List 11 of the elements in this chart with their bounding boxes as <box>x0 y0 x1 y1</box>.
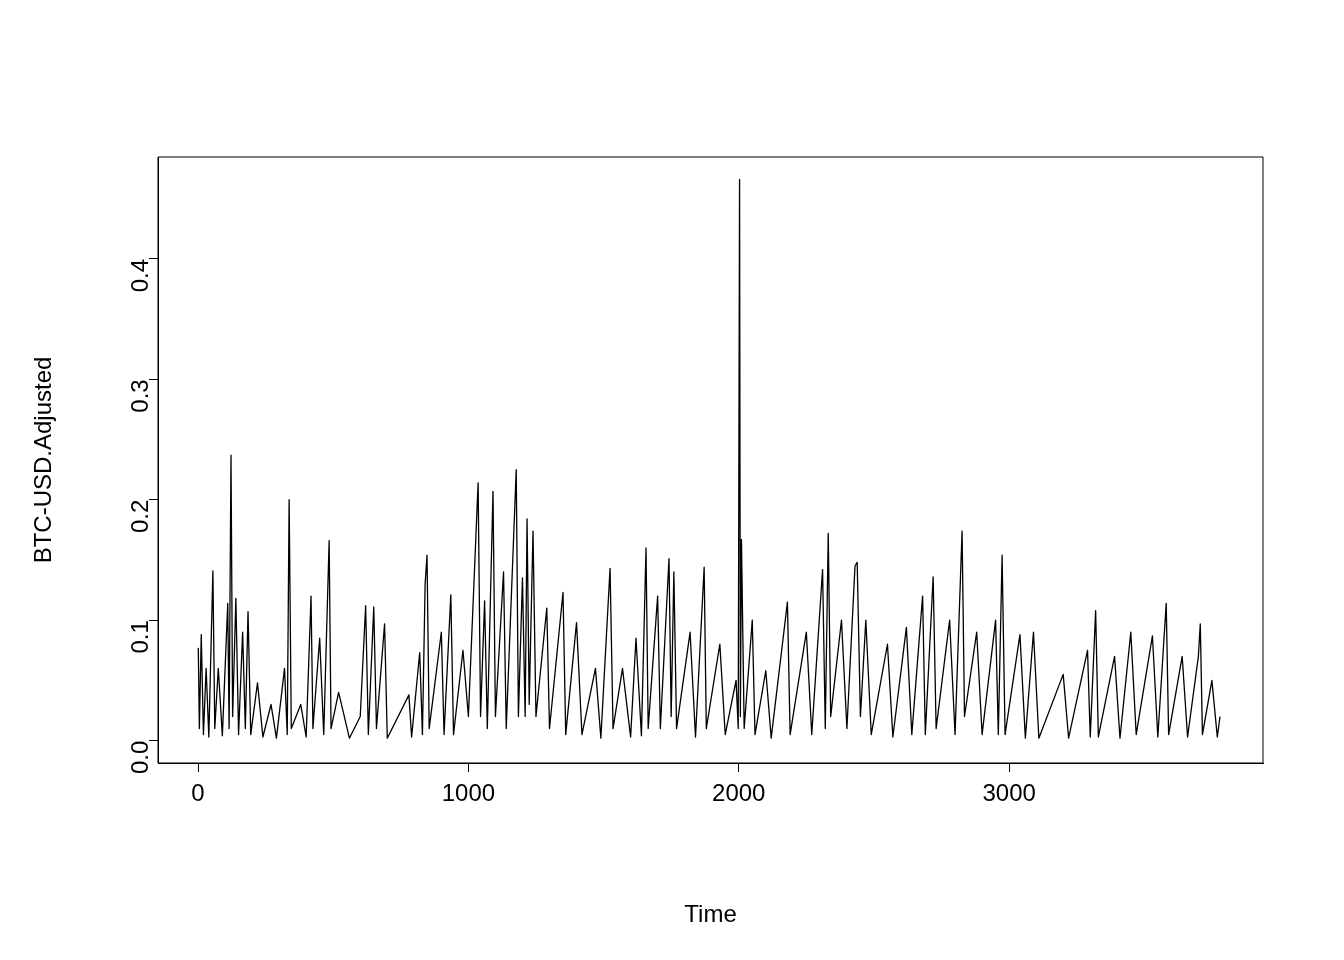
y-tick-label: 0.2 <box>125 499 153 534</box>
y-tick-label: 0.4 <box>125 258 153 293</box>
y-tick-label: 0.3 <box>125 379 153 413</box>
x-tick-label: 1000 <box>441 779 496 807</box>
y-tick-label: 0.1 <box>125 620 153 654</box>
y-tick-label: 0.0 <box>125 740 153 774</box>
x-tick-label: 3000 <box>982 779 1036 807</box>
x-tick-label: 0 <box>191 779 205 807</box>
x-axis-title: Time <box>684 900 737 928</box>
y-axis-title: BTC-USD.Adjusted <box>29 356 57 564</box>
x-tick-label: 2000 <box>712 779 766 807</box>
